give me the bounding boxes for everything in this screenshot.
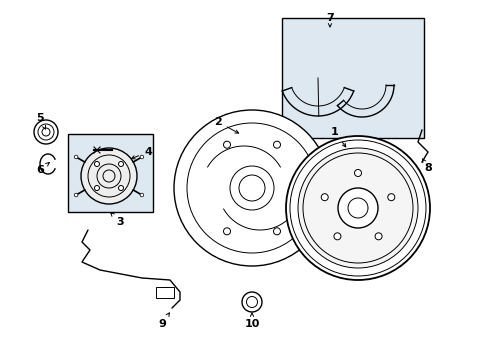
Circle shape [174, 110, 329, 266]
Circle shape [74, 155, 78, 159]
Text: 1: 1 [330, 127, 345, 147]
Circle shape [273, 228, 280, 235]
Text: 8: 8 [422, 159, 431, 173]
Circle shape [94, 162, 99, 166]
Circle shape [140, 193, 143, 197]
Text: 5: 5 [36, 113, 45, 129]
Circle shape [354, 170, 361, 176]
Bar [156, 287, 174, 298]
Circle shape [285, 136, 429, 280]
Circle shape [347, 198, 367, 218]
Circle shape [223, 141, 230, 148]
Bar [282, 18, 423, 138]
Circle shape [81, 148, 137, 204]
Circle shape [223, 228, 230, 235]
Circle shape [118, 162, 123, 166]
Circle shape [321, 194, 327, 201]
Circle shape [333, 233, 340, 240]
Text: 3: 3 [111, 213, 123, 227]
Text: 10: 10 [244, 313, 259, 329]
Circle shape [273, 141, 280, 148]
Text: 4: 4 [131, 147, 152, 159]
Circle shape [374, 233, 381, 240]
Bar [68, 134, 153, 212]
Text: 9: 9 [158, 313, 169, 329]
Circle shape [140, 155, 143, 159]
Circle shape [94, 185, 99, 190]
Text: 2: 2 [214, 117, 238, 133]
Circle shape [337, 188, 377, 228]
Circle shape [387, 194, 394, 201]
Text: 6: 6 [36, 163, 49, 175]
Circle shape [297, 148, 417, 268]
Circle shape [74, 193, 78, 197]
Circle shape [118, 185, 123, 190]
Text: 7: 7 [325, 13, 333, 27]
